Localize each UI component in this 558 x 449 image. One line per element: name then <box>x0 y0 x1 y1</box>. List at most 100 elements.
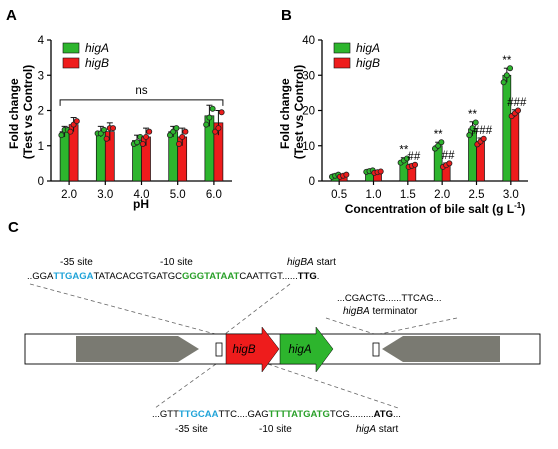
chart-b-y-tick-label: 10 <box>302 141 315 153</box>
chart-b-bar-higa <box>502 74 512 182</box>
chart-b: Fold change (Test vs Control) Concentrat… <box>278 35 528 216</box>
chart-b-y-tick-label: 40 <box>302 35 315 47</box>
chart-a-ylabel: Fold change (Test vs Control) <box>7 65 35 159</box>
chart-b-data-point <box>472 119 479 126</box>
chart-a-bar-higa <box>168 131 179 182</box>
chart-a-x-tick-label: 3.0 <box>97 189 113 201</box>
chart-a-data-point <box>67 128 74 135</box>
panel-b-letter: B <box>281 7 292 24</box>
chart-a-y-tick-label: 0 <box>38 176 44 188</box>
chart-a-data-point <box>146 128 153 135</box>
chart-b-significance-mark: ### <box>507 97 527 109</box>
chart-b-significance-mark: ## <box>442 150 455 162</box>
chart-a-y-tick-label: 4 <box>38 35 45 47</box>
chart-b-legend-label-higb: higB <box>356 56 380 70</box>
higa-gene-label: higA <box>288 344 311 356</box>
chart-a-data-point <box>142 133 149 140</box>
chart-a-data-point <box>103 135 110 142</box>
chart-a-data-point <box>58 132 65 139</box>
chart-a-data-point <box>101 126 108 133</box>
chart-b-significance-mark: ** <box>434 129 443 141</box>
chart-a-data-point <box>173 125 180 132</box>
chart-a-data-point <box>73 118 80 125</box>
chart-a-legend-label-higa: higA <box>85 41 109 55</box>
chart-b-significance-mark: ** <box>468 109 477 121</box>
top-minus10-label: -10 site <box>160 257 193 268</box>
chart-b-data-point <box>503 72 510 79</box>
chart-a-bar-higa <box>59 131 70 182</box>
chart-a: Fold change (Test vs Control) pH 0 1 2 3 4 2.… <box>7 35 232 211</box>
bottom-minus35-label: -35 site <box>175 424 208 435</box>
top-promoter-sequence: ..GGATTGAGATATACACGTGATGCGGGTATAATCAATTG… <box>27 271 319 282</box>
chart-a-data-point <box>110 125 117 132</box>
terminator-box <box>372 342 380 357</box>
chart-b-data-point <box>515 107 522 114</box>
panel-a-letter: A <box>6 7 17 24</box>
bottom-promoter-sequence: ...GTTTTGCAATTC....GAGTTTTATGATGTCG.....… <box>152 409 401 420</box>
chart-b-data-point <box>377 168 384 175</box>
chart-a-x-tick-label: 4.0 <box>134 189 150 201</box>
chart-b-bar-higb <box>476 141 485 182</box>
guide-lines <box>29 283 458 409</box>
chart-a-data-point <box>182 128 189 135</box>
chart-b-data-point <box>466 132 473 139</box>
higb-gene-label: higB <box>232 344 255 356</box>
chart-a-y-tick-label: 3 <box>38 70 44 82</box>
bottom-minus10-label: -10 site <box>259 424 292 435</box>
chart-a-x-tick-label: 5.0 <box>170 189 186 201</box>
chart-b-data-point <box>469 125 476 132</box>
chart-a-x-tick-label: 2.0 <box>61 189 77 201</box>
top-minus35-label: -35 site <box>60 257 93 268</box>
chart-b-y-tick-label: 20 <box>302 106 315 118</box>
chart-b-y-tick-label: 30 <box>302 70 315 82</box>
chart-a-bracket-label: ns <box>135 85 147 97</box>
chart-a-significance-bracket <box>59 99 224 106</box>
chart-b-x-tick-label: 1.5 <box>400 189 416 201</box>
chart-b-bar-higb <box>510 112 520 182</box>
chart-b-significance-mark: ### <box>473 125 493 137</box>
chart-a-data-point <box>218 109 225 116</box>
chart-a-legend-label-higb: higB <box>85 56 109 70</box>
right-flanking-gene-arrow <box>382 336 500 362</box>
chart-b-data-point <box>404 155 411 162</box>
chart-a-data-point <box>209 105 216 112</box>
bottom-start-label: higA start <box>356 424 398 435</box>
chart-b-xlabel: Concentration of bile salt (g L-1) <box>345 201 525 216</box>
chart-b-data-point <box>500 79 507 86</box>
higa-gene-arrow <box>279 326 334 373</box>
chart-a-data-point <box>206 114 213 121</box>
chart-b-data-point <box>438 139 445 146</box>
chart-a-data-point <box>179 133 186 140</box>
higb-gene-arrow <box>225 326 280 373</box>
chart-b-x-tick-label: 3.0 <box>503 189 519 201</box>
chart-b-data-point <box>446 160 453 167</box>
chart-b-data-point <box>507 65 514 72</box>
chart-a-y-tick-label: 2 <box>38 106 44 118</box>
terminator-sequence: ...CGACTG......TTCAG... <box>337 293 442 304</box>
chart-b-data-point <box>480 135 487 142</box>
top-start-label: higBA start <box>287 257 336 268</box>
chart-a-data-point <box>139 140 146 147</box>
promoter-box <box>215 342 223 357</box>
chart-b-x-tick-label: 2.0 <box>434 189 450 201</box>
higba-operon-schematic: -35 site -10 site higBA start ..GGATTGAG… <box>24 257 541 435</box>
chart-a-legend-swatch-higb <box>62 57 80 69</box>
chart-a-data-point <box>175 140 182 147</box>
left-flanking-gene-arrow <box>76 336 199 362</box>
chart-b-ylabel: Fold change (Test vs Control) <box>278 65 306 159</box>
chart-b-significance-mark: ** <box>399 145 408 157</box>
panel-c-letter: C <box>8 219 19 236</box>
terminator-label: higBA terminator <box>343 306 418 317</box>
chart-b-legend-swatch-higa <box>333 42 351 54</box>
chart-b-x-tick-label: 1.0 <box>366 189 382 201</box>
chart-b-legend-swatch-higb <box>333 57 351 69</box>
chart-b-legend-label-higa: higA <box>356 41 380 55</box>
chart-a-data-point <box>203 121 210 128</box>
chart-a-data-point <box>133 139 140 146</box>
chart-b-x-tick-label: 2.5 <box>469 189 485 201</box>
chart-a-x-tick-label: 6.0 <box>206 189 222 201</box>
chart-a-data-point <box>215 125 222 132</box>
chart-b-data-point <box>343 171 350 178</box>
chart-b-data-point <box>412 161 419 168</box>
